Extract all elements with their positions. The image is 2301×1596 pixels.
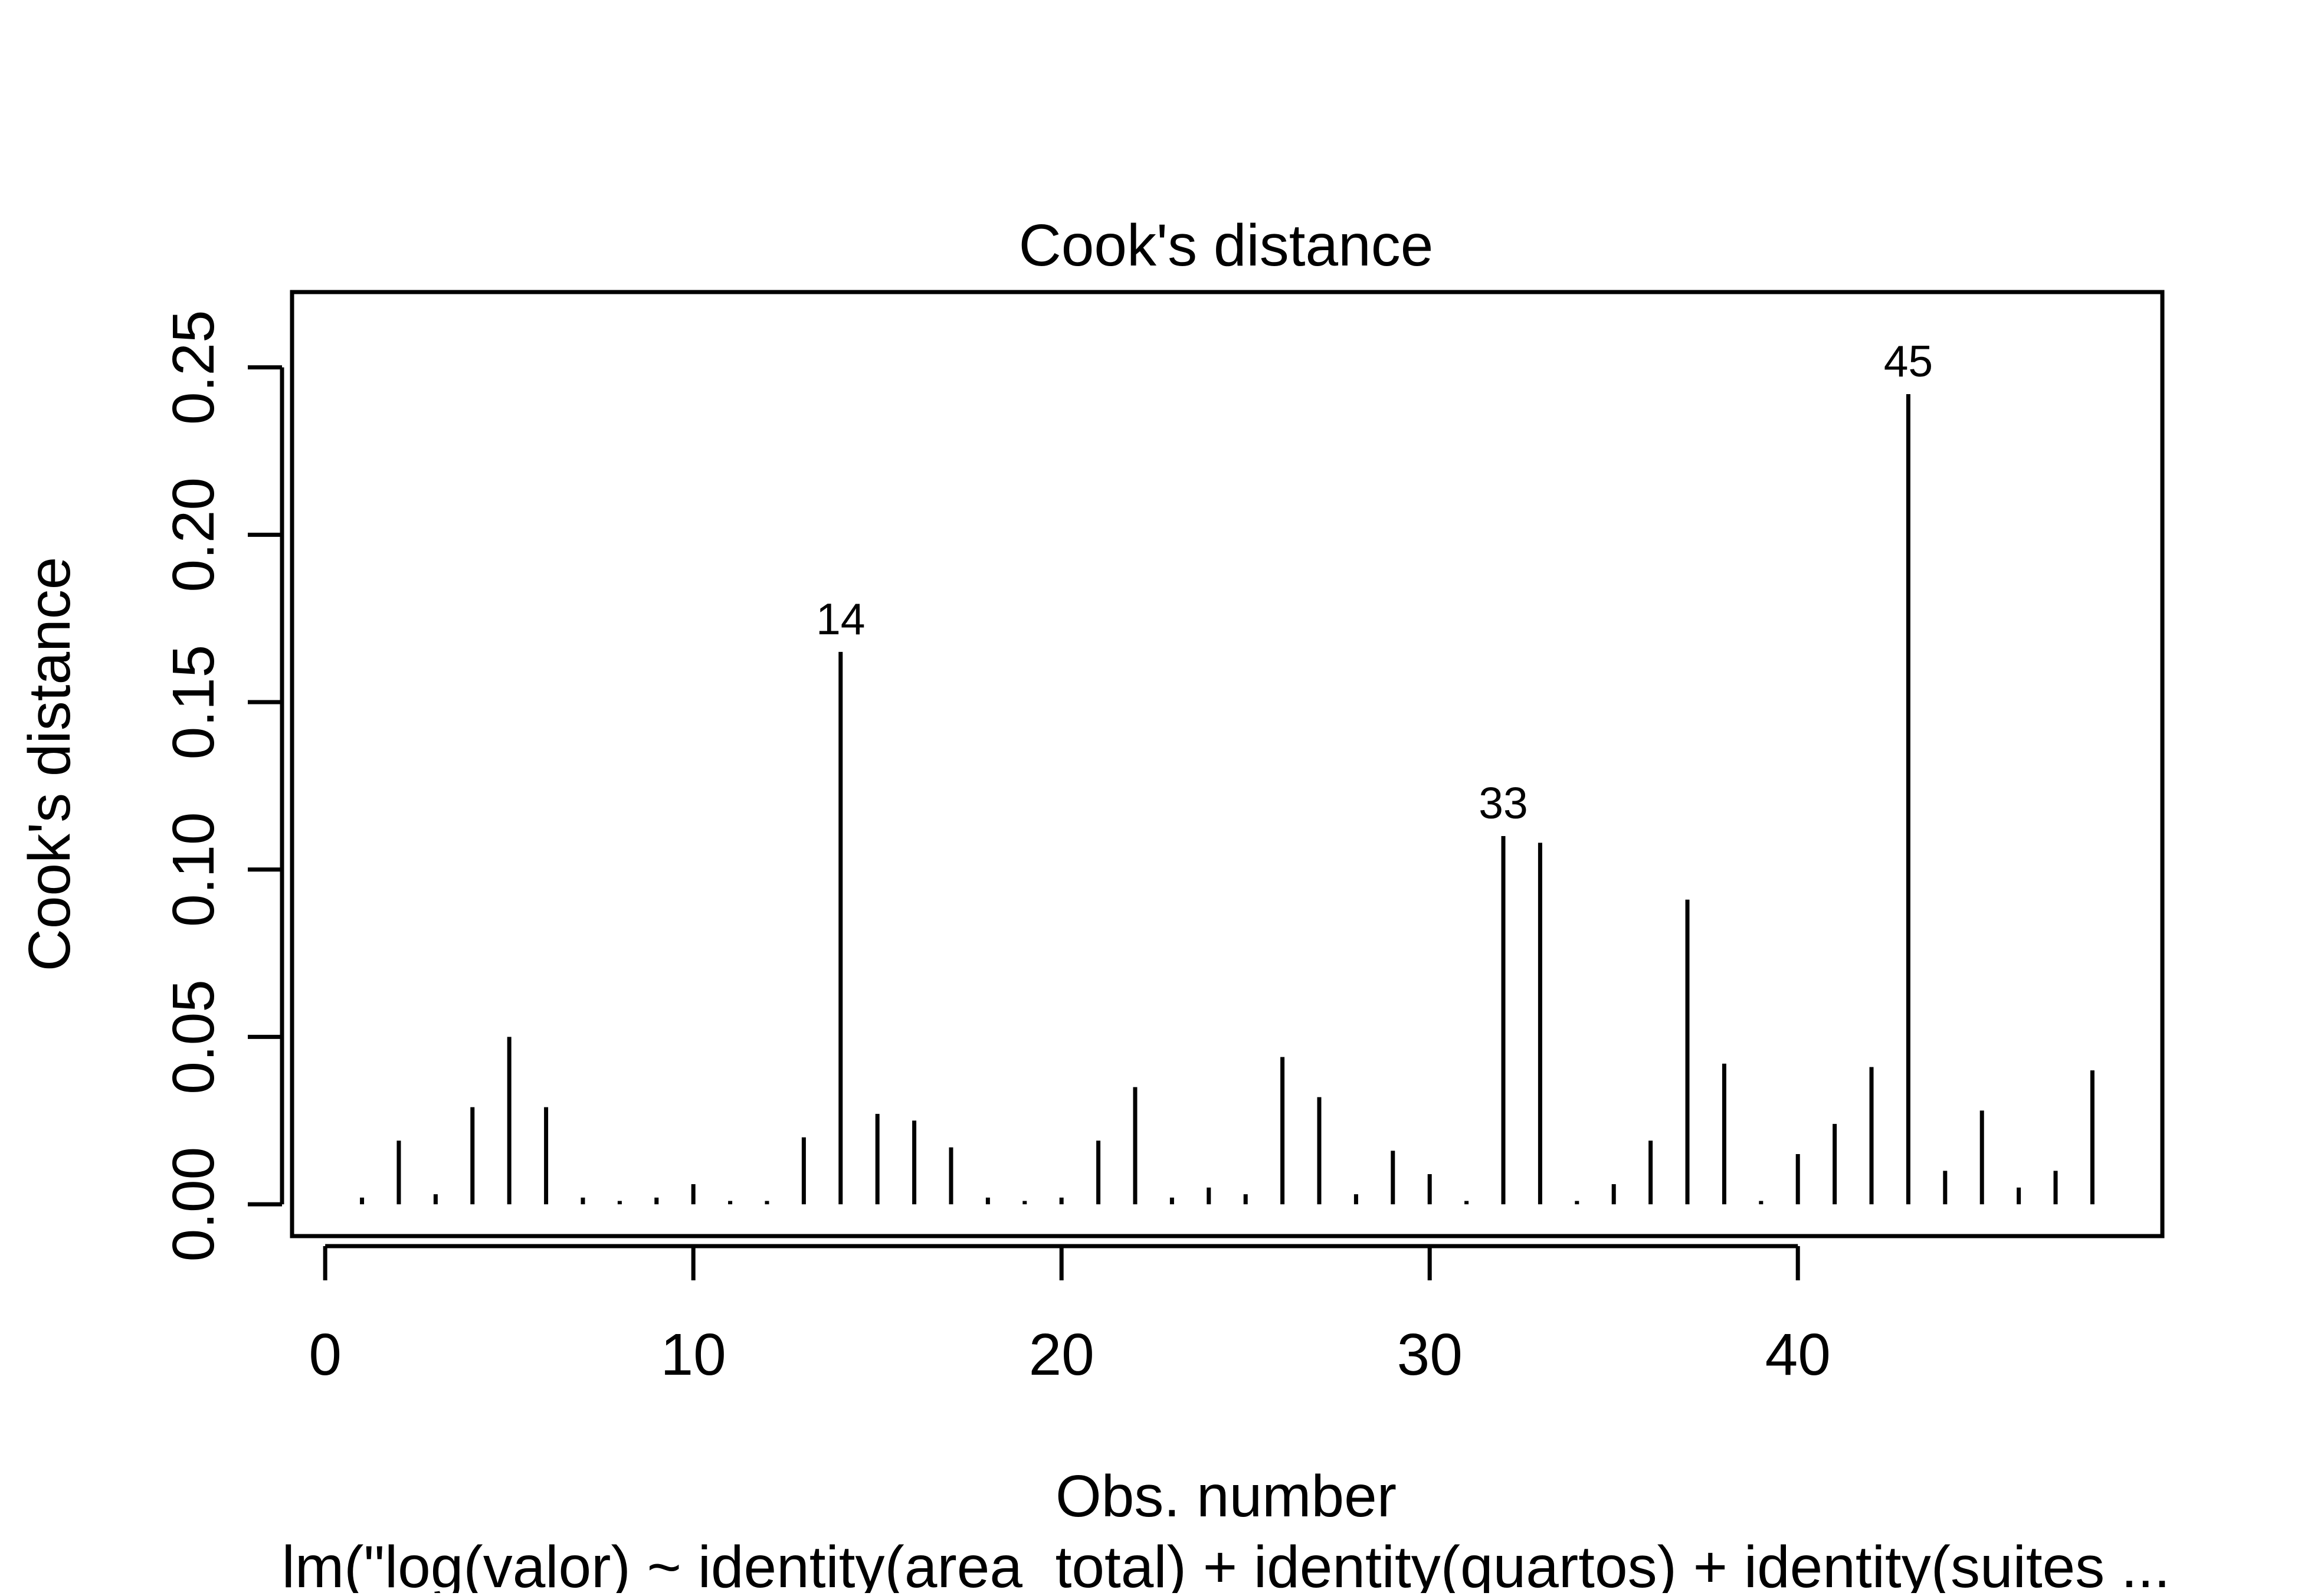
x-tick-label: 30 [1397, 1322, 1463, 1388]
point-label: 33 [1479, 778, 1528, 828]
y-tick-label: 0.20 [160, 477, 227, 592]
x-axis-label: Obs. number [1056, 1463, 1397, 1529]
y-tick-label: 0.10 [160, 812, 227, 927]
y-axis-label: Cook's distance [17, 557, 83, 972]
y-tick-label: 0.15 [160, 645, 227, 760]
chart-title: Cook's distance [1019, 212, 1434, 278]
point-annotations: 14 33 45 [816, 336, 1933, 828]
x-tick-label: 40 [1765, 1322, 1831, 1388]
bars [360, 394, 2094, 1205]
x-tick-label: 0 [309, 1322, 342, 1388]
y-tick-label: 0.25 [160, 310, 227, 425]
x-axis: 0 10 20 30 40 [309, 1244, 1831, 1388]
chart-subtitle: lm("log(valor) ~ identity(area_total) + … [282, 1534, 2171, 1593]
y-tick-label: 0.00 [160, 1147, 227, 1262]
x-tick-label: 20 [1029, 1322, 1094, 1388]
y-tick-label: 0.05 [160, 979, 227, 1094]
plot-frame [290, 290, 2165, 1238]
x-tick-label: 10 [661, 1322, 726, 1388]
y-axis: 0.00 0.05 0.10 0.15 0.20 0.25 [160, 310, 284, 1262]
point-label: 45 [1884, 336, 1933, 386]
point-label: 14 [816, 594, 865, 644]
